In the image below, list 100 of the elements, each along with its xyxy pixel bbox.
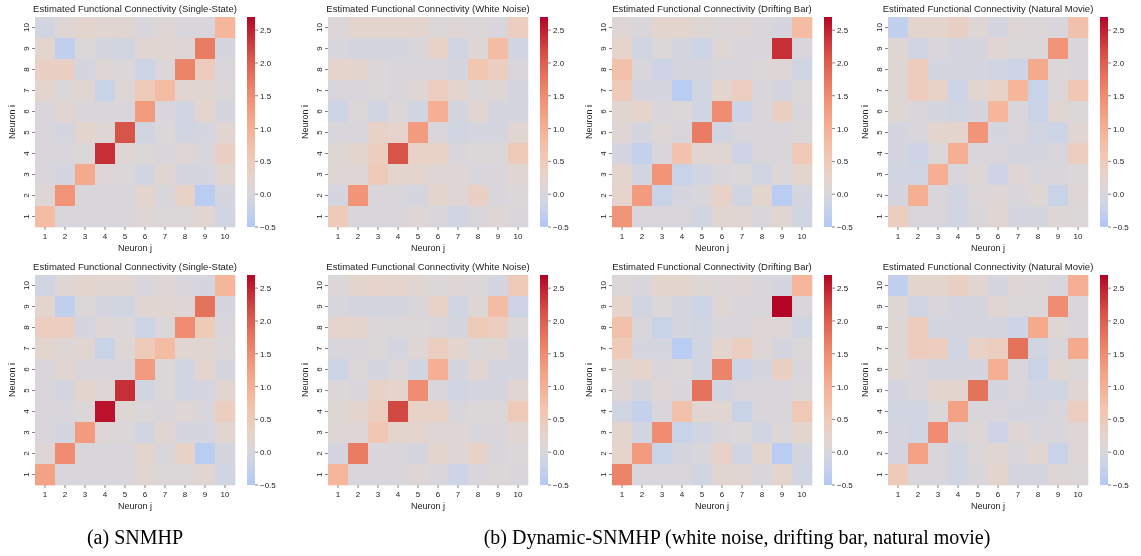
- y-tick-label: 9: [22, 303, 31, 309]
- x-tick-label: 1: [619, 232, 625, 241]
- color-bar-label: 2.0: [260, 58, 272, 68]
- x-tick-label: 3: [935, 232, 941, 241]
- x-tick-label: 4: [102, 232, 108, 241]
- x-tick-label: 9: [1055, 232, 1061, 241]
- y-tick-label: 4: [875, 150, 884, 156]
- y-tick-label: 7: [875, 345, 884, 351]
- y-tick-label: 10: [875, 280, 884, 290]
- y-tick-label: 5: [599, 129, 608, 135]
- y-tick-label: 3: [315, 429, 324, 435]
- y-tick-label: 2: [599, 450, 608, 456]
- color-bar-label: −0.5: [1113, 481, 1130, 490]
- y-axis-title: Neuron i: [584, 104, 594, 140]
- y-axis-title: Neuron i: [7, 362, 17, 398]
- x-tick-label: 3: [82, 490, 88, 499]
- x-axis-title: Neuron j: [970, 501, 1006, 511]
- color-bar-label: 2.5: [260, 284, 272, 294]
- y-tick-label: 4: [315, 150, 324, 156]
- y-tick-label: 5: [599, 387, 608, 393]
- x-tick-label: 6: [435, 490, 441, 499]
- x-tick-label: 10: [797, 232, 807, 241]
- y-tick-label: 9: [22, 45, 31, 51]
- color-bar-label: 0.5: [260, 415, 272, 425]
- chart-title: Estimated Functional Connectivity (Single-State): [33, 261, 237, 272]
- y-axis-title: Neuron i: [860, 362, 870, 398]
- color-bar-label: 0.5: [837, 415, 849, 425]
- color-bar-label: 2.5: [553, 26, 565, 36]
- x-tick-label: 10: [220, 490, 230, 499]
- chart-title: Estimated Functional Connectivity (White Noise): [326, 261, 530, 272]
- y-axis-title: Neuron i: [7, 104, 17, 140]
- x-tick-label: 4: [679, 232, 685, 241]
- y-tick-label: 4: [875, 408, 884, 414]
- x-tick-label: 8: [759, 232, 765, 241]
- y-tick-label: 2: [22, 192, 31, 198]
- x-tick-label: 1: [335, 490, 341, 499]
- y-tick-label: 8: [599, 324, 608, 330]
- x-tick-label: 10: [1073, 490, 1083, 499]
- y-tick-label: 5: [22, 129, 31, 135]
- y-tick-label: 8: [315, 324, 324, 330]
- color-bar-label: 2.0: [837, 316, 849, 326]
- x-tick-label: 6: [142, 232, 148, 241]
- color-bar-label: −0.5: [1113, 223, 1130, 232]
- y-tick-label: 3: [875, 171, 884, 177]
- x-axis-title: Neuron j: [410, 501, 446, 511]
- x-tick-label: 7: [162, 490, 168, 499]
- x-tick-label: 3: [935, 490, 941, 499]
- color-bar-label: 2.0: [553, 316, 565, 326]
- color-bar-label: 2.5: [260, 26, 272, 36]
- x-tick-label: 6: [995, 490, 1001, 499]
- x-tick-label: 2: [639, 490, 645, 499]
- x-tick-label: 5: [699, 232, 705, 241]
- y-tick-label: 9: [599, 303, 608, 309]
- x-tick-label: 3: [82, 232, 88, 241]
- x-tick-label: 5: [415, 232, 421, 241]
- x-tick-label: 5: [699, 490, 705, 499]
- x-axis-title: Neuron j: [410, 243, 446, 253]
- color-bar-label: 0.5: [553, 415, 565, 425]
- x-tick-label: 9: [495, 490, 501, 499]
- x-axis-title: Neuron j: [117, 501, 153, 511]
- chart-title: Estimated Functional Connectivity (Single-State): [33, 3, 237, 14]
- y-tick-label: 1: [599, 213, 608, 219]
- y-tick-label: 2: [315, 192, 324, 198]
- x-tick-label: 8: [1035, 232, 1041, 241]
- x-tick-label: 4: [955, 232, 961, 241]
- color-bar-label: 2.0: [1113, 58, 1125, 68]
- y-tick-label: 3: [315, 171, 324, 177]
- x-tick-label: 9: [779, 490, 785, 499]
- x-tick-label: 7: [162, 232, 168, 241]
- y-tick-label: 9: [599, 45, 608, 51]
- chart-title: Estimated Functional Connectivity (Natural Movie): [882, 3, 1094, 14]
- y-tick-label: 7: [875, 87, 884, 93]
- color-bar-label: 1.5: [553, 91, 565, 101]
- y-tick-label: 4: [315, 408, 324, 414]
- x-tick-label: 2: [915, 490, 921, 499]
- x-tick-label: 9: [1055, 490, 1061, 499]
- color-bar-label: 1.0: [553, 124, 565, 134]
- x-tick-label: 1: [42, 490, 48, 499]
- x-tick-label: 1: [335, 232, 341, 241]
- x-tick-label: 2: [355, 490, 361, 499]
- y-tick-label: 6: [599, 108, 608, 114]
- y-tick-label: 3: [22, 429, 31, 435]
- x-tick-label: 5: [122, 232, 128, 241]
- y-tick-label: 2: [875, 450, 884, 456]
- color-bar-label: 1.5: [1113, 91, 1125, 101]
- y-tick-label: 5: [315, 387, 324, 393]
- y-tick-label: 8: [875, 324, 884, 330]
- color-bar-label: 0.0: [837, 448, 849, 458]
- x-tick-label: 10: [513, 490, 523, 499]
- y-tick-label: 3: [22, 171, 31, 177]
- color-bar-label: 0.0: [837, 190, 849, 200]
- color-bar-label: 2.0: [837, 58, 849, 68]
- y-tick-label: 7: [315, 345, 324, 351]
- color-bar-label: 2.0: [260, 316, 272, 326]
- y-axis-title: Neuron i: [300, 104, 310, 140]
- y-axis-title: Neuron i: [584, 362, 594, 398]
- x-tick-label: 8: [182, 232, 188, 241]
- color-bar-label: 2.5: [553, 284, 565, 294]
- x-tick-label: 7: [455, 232, 461, 241]
- color-bar-label: 1.5: [260, 349, 272, 359]
